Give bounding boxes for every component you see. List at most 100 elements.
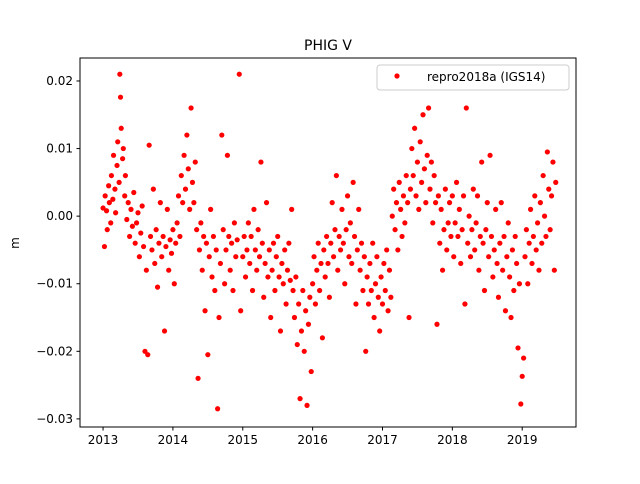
data-point (399, 233, 405, 240)
data-point (156, 240, 162, 246)
data-point (191, 200, 197, 206)
data-point (442, 186, 448, 192)
data-point (210, 233, 217, 240)
data-point (262, 260, 268, 267)
data-point (539, 240, 545, 246)
data-point (507, 274, 513, 280)
data-point (498, 200, 504, 206)
data-point (370, 240, 376, 246)
data-point (266, 247, 272, 253)
data-point (118, 125, 124, 131)
data-point (185, 166, 191, 172)
y-tick-label: −0.03 (36, 412, 73, 426)
data-point (199, 267, 205, 273)
data-point (241, 233, 247, 240)
data-point (321, 247, 327, 253)
data-point (326, 294, 332, 300)
data-point (508, 314, 514, 321)
data-point (175, 193, 182, 199)
data-point (318, 260, 324, 267)
data-point (135, 210, 141, 216)
data-point (379, 301, 386, 307)
data-point (526, 240, 532, 246)
data-point (136, 254, 142, 260)
data-point (112, 186, 118, 192)
data-point (467, 254, 474, 260)
data-point (154, 284, 161, 290)
data-point (311, 254, 317, 260)
data-point (533, 247, 539, 253)
data-point (459, 227, 465, 233)
data-point (324, 233, 330, 240)
data-point (476, 267, 482, 273)
y-tick-label: 0.00 (46, 209, 73, 223)
data-point (521, 355, 527, 361)
data-point (139, 203, 145, 209)
data-point (305, 321, 312, 327)
data-point (163, 243, 169, 250)
data-point (525, 281, 531, 287)
x-tick-label: 2016 (297, 433, 328, 447)
data-point (472, 247, 478, 253)
data-point (427, 186, 433, 192)
data-point (138, 230, 144, 236)
data-point (233, 254, 239, 260)
data-point (287, 277, 293, 283)
data-point (273, 254, 279, 260)
data-point (374, 254, 380, 260)
data-point (371, 314, 377, 321)
data-point (303, 308, 309, 314)
data-point (382, 287, 388, 294)
data-point (223, 247, 229, 253)
x-tick-label: 2019 (507, 433, 538, 447)
data-point (375, 294, 381, 300)
data-point (449, 193, 455, 199)
data-point (277, 328, 284, 334)
y-tick-label: −0.02 (36, 344, 73, 358)
data-point (529, 260, 535, 267)
x-tick-label: 2017 (367, 433, 398, 447)
data-point (346, 254, 352, 260)
data-point (284, 267, 291, 273)
data-point (494, 260, 500, 267)
data-point (307, 294, 313, 300)
data-point (466, 213, 472, 219)
data-point (100, 205, 106, 211)
data-point (231, 220, 237, 226)
data-point (259, 240, 265, 246)
data-point (495, 294, 502, 300)
data-point (336, 233, 342, 240)
data-point (222, 281, 228, 287)
data-point (441, 227, 447, 233)
data-point (291, 314, 298, 321)
data-point (377, 328, 383, 334)
data-point (534, 220, 541, 226)
y-axis-ticks: 0.02 0.01 0.00 −0.01 −0.02 −0.03 (36, 74, 80, 426)
data-point (405, 200, 411, 206)
data-point (217, 260, 224, 267)
data-point (226, 233, 232, 240)
data-point (276, 274, 282, 280)
legend-box (376, 64, 570, 91)
data-point (294, 341, 300, 348)
data-point (173, 240, 179, 246)
data-point (140, 243, 147, 250)
data-point (437, 240, 443, 246)
data-point (361, 254, 367, 260)
data-point (438, 206, 444, 212)
data-point (351, 233, 358, 240)
y-axis-label: m (8, 237, 22, 249)
data-point (143, 267, 149, 273)
data-point (410, 172, 416, 179)
data-point (388, 294, 394, 300)
data-point (127, 233, 133, 240)
data-point (146, 142, 152, 148)
data-point (128, 206, 134, 212)
data-point (168, 250, 175, 256)
data-point (344, 193, 351, 199)
data-point (170, 227, 176, 233)
data-point (319, 335, 326, 341)
data-point (164, 206, 170, 212)
data-point (509, 247, 516, 253)
data-point (378, 274, 384, 280)
